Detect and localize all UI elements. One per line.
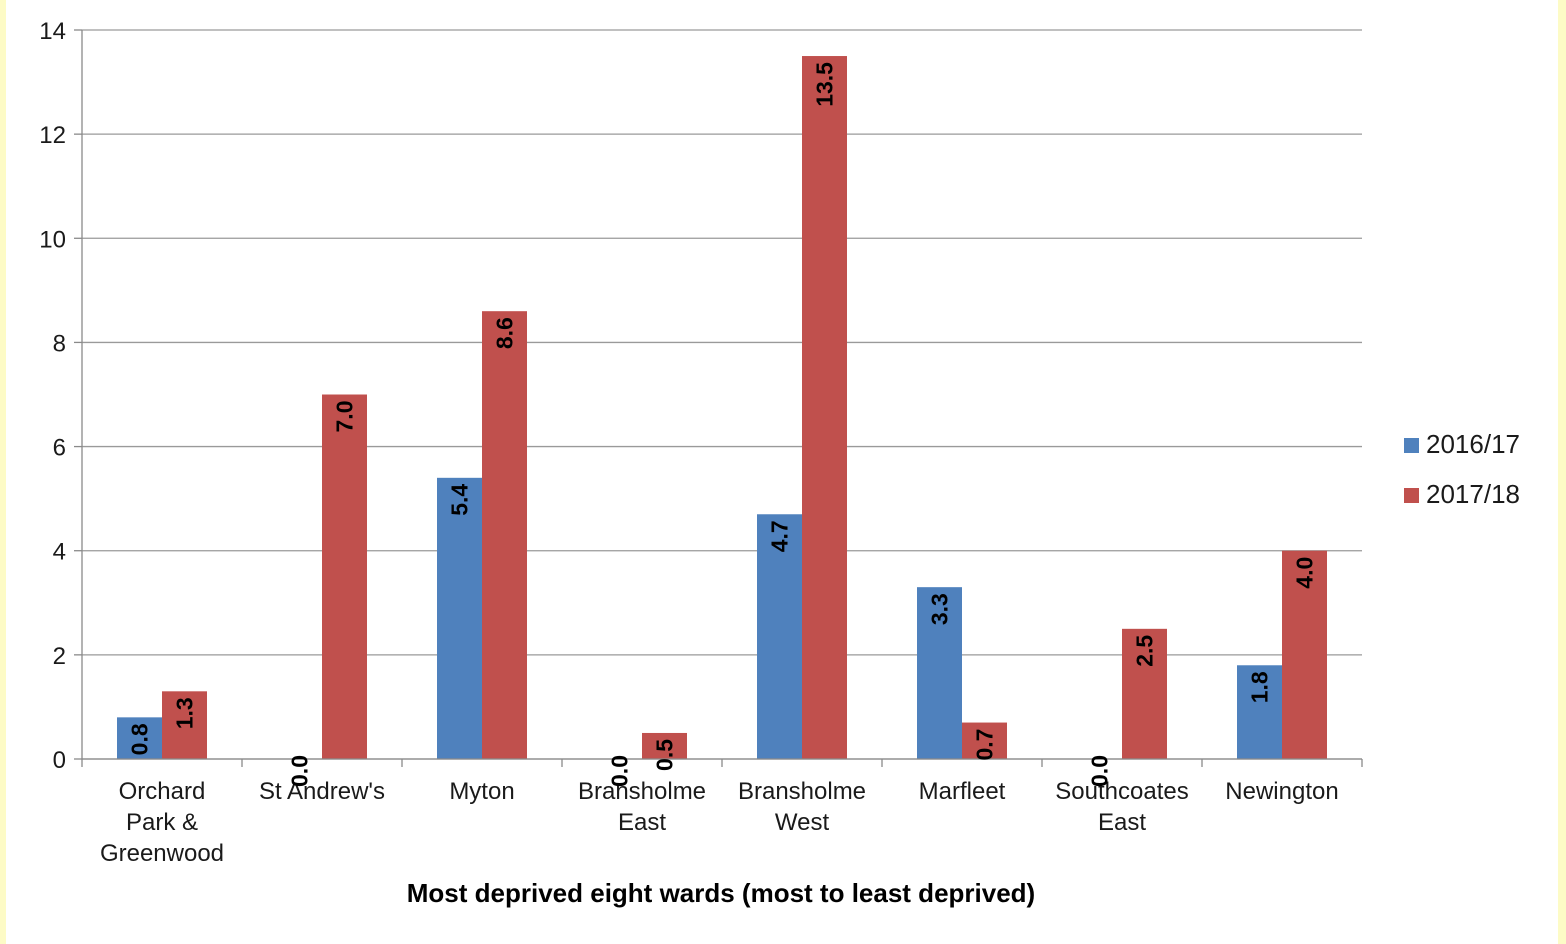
bar-series-1 (757, 514, 802, 759)
category-label: Marfleet (919, 778, 1006, 805)
bar-series-2 (162, 691, 207, 759)
category-label-line: East (1098, 809, 1146, 836)
data-label: 0.0 (1087, 755, 1113, 787)
category-label-line: Bransholme (578, 778, 706, 805)
bar-series-1 (117, 717, 162, 759)
legend: 2016/17 2017/18 (1404, 429, 1520, 509)
y-tick-label: 4 (53, 539, 66, 566)
category-label-line: Park & (126, 809, 198, 836)
y-tick-label: 14 (39, 18, 66, 45)
legend-swatch (1404, 438, 1419, 453)
category-label-line: Orchard (119, 778, 206, 805)
category-label: Bransholme West (738, 778, 866, 836)
category-label-line: Newington (1225, 778, 1338, 805)
y-tick-label: 0 (53, 747, 66, 774)
data-label: 8.6 (492, 317, 518, 349)
data-label: 3.3 (927, 593, 953, 625)
category-label-line: Greenwood (100, 840, 224, 867)
data-label: 0.7 (972, 729, 998, 761)
category-label: Newington (1225, 778, 1338, 805)
bar-series-2 (1282, 550, 1327, 759)
y-tick-label: 8 (53, 330, 66, 357)
legend-swatch (1404, 488, 1419, 503)
category-label-line: East (618, 809, 666, 836)
x-axis-title: Most deprived eight wards (most to least… (407, 878, 1035, 908)
data-label: 7.0 (332, 401, 358, 433)
gridlines (82, 29, 1362, 760)
bar-series-2 (802, 56, 847, 760)
y-tick-label: 10 (39, 226, 66, 253)
y-tick-label: 2 (53, 643, 66, 670)
data-label: 2.5 (1132, 635, 1158, 667)
category-label: St Andrew's (259, 778, 385, 805)
legend-label: 2017/18 (1426, 479, 1520, 509)
bar-series-1 (1237, 665, 1282, 759)
category-label-line: West (775, 809, 830, 836)
data-label: 5.4 (447, 484, 473, 516)
y-tick-label: 6 (53, 435, 66, 462)
data-labels: 0.8 1.3 0.0 7.0 5.4 8.6 0.0 0.5 4.7 13.5 3.3 0.7 0.0… (127, 62, 1318, 787)
y-axis: 0 2 4 6 8 10 12 14 (39, 18, 83, 774)
category-label-line: Marfleet (919, 778, 1006, 805)
bar-series-2 (482, 311, 527, 759)
data-label: 0.5 (652, 739, 678, 771)
bar-chart: 0 2 4 6 8 10 12 14 Orchard Park & Greenwood St And… (39, 18, 1520, 908)
data-label: 0.0 (607, 755, 633, 787)
chart-frame: 0 2 4 6 8 10 12 14 Orchard Park & Greenwood St And… (6, 0, 1558, 944)
data-label: 1.8 (1247, 671, 1273, 703)
x-axis: Orchard Park & Greenwood St Andrew's Myton Br… (81, 758, 1363, 867)
y-tick-label: 12 (39, 122, 66, 149)
data-label: 13.5 (812, 62, 838, 107)
bars (117, 56, 1327, 760)
bar-series-2 (322, 394, 367, 759)
data-label: 0.8 (127, 723, 153, 755)
category-label: Myton (449, 778, 514, 805)
bar-series-2 (642, 732, 687, 759)
data-label: 4.0 (1292, 557, 1318, 589)
category-label-line: St Andrew's (259, 778, 385, 805)
bar-series-2 (1122, 628, 1167, 759)
category-label: Orchard Park & Greenwood (100, 778, 224, 867)
category-label-line: Bransholme (738, 778, 866, 805)
category-label: Southcoates East (1055, 778, 1188, 836)
category-label-line: Myton (449, 778, 514, 805)
bar-series-1 (917, 587, 962, 759)
legend-label: 2016/17 (1426, 429, 1520, 459)
category-label-line: Southcoates (1055, 778, 1188, 805)
data-label: 4.7 (767, 520, 793, 552)
data-label: 0.0 (287, 755, 313, 787)
data-label: 1.3 (172, 697, 198, 729)
bar-series-1 (437, 477, 482, 759)
category-label: Bransholme East (578, 778, 706, 836)
bar-series-2 (962, 722, 1007, 759)
